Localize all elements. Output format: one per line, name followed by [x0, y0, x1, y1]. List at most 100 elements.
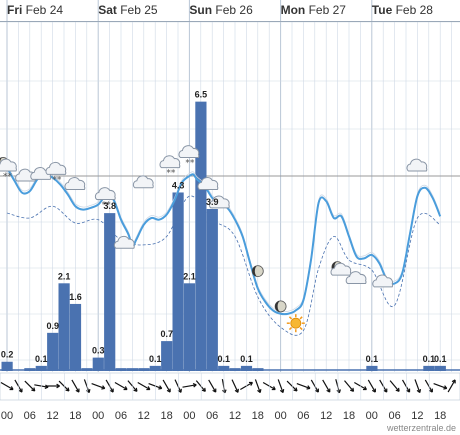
grid: [0, 0, 460, 372]
precip-value-label: 2.1: [58, 271, 71, 281]
cloud-snow-icon: **: [159, 155, 181, 179]
precip-bar: [81, 368, 93, 371]
x-tick-label: 12: [229, 410, 241, 422]
wind-arrow-icon: [286, 380, 298, 392]
x-tick-labels: 00 06 12 18 00 06 12 18 00 06 12 18 00 06 12 18 00 06 12 18: [1, 410, 446, 422]
cloud-icon: [406, 158, 428, 172]
x-tick-label: 00: [274, 410, 286, 422]
precip-value-label: 6.5: [195, 90, 208, 100]
svg-text:**: **: [166, 169, 176, 179]
precip-bar: [149, 365, 161, 371]
precip-bar: [252, 368, 264, 371]
wind-direction-row: [0, 372, 460, 401]
precip-bar: [47, 332, 59, 371]
precip-bar: [218, 365, 230, 371]
cloud-icon: [113, 235, 135, 249]
svg-text:**: **: [185, 159, 195, 169]
x-tick-label: 00: [366, 410, 378, 422]
precip-value-label: 4.3: [172, 180, 185, 190]
precip-bar: [183, 283, 196, 371]
precip-value-labels: 0.2 0.1 0.9 2.1 1.6 0.3 3.8 0.1 0.7 4.3 2.1 6.5 3.9 0…: [1, 90, 447, 364]
wind-arrow-icon: [414, 379, 422, 394]
precip-bar: [161, 341, 173, 371]
wind-arrow-icon: [296, 383, 311, 390]
wind-arrow-icon: [433, 383, 448, 390]
x-tick-label: 06: [24, 410, 36, 422]
precip-bar: [206, 208, 218, 371]
wind-arrow-icon: [262, 381, 276, 391]
precip-value-label: 3.9: [206, 197, 219, 207]
wind-arrow-icon: [114, 381, 128, 391]
wind-arrow-icon: [91, 383, 106, 390]
weather-icons: ** ** ** ** **: [0, 145, 428, 333]
sun-cloud-icon: [286, 314, 305, 333]
cloud-icon: [345, 271, 367, 285]
wind-arrow-icon: [105, 379, 114, 393]
wind-arrow-icon: [14, 379, 23, 393]
wind-arrow-icon: [208, 379, 217, 393]
x-tick-label: 18: [160, 410, 172, 422]
precip-bar: [138, 368, 150, 371]
precip-value-label: 0.1: [434, 354, 447, 364]
x-tick-label: 18: [69, 410, 81, 422]
wind-arrow-icon: [354, 381, 367, 391]
wind-arrow-icon: [71, 379, 80, 393]
day-header: Fri Feb 24 Sat Feb 25 Sun Feb 26 Mon Feb 27…: [7, 3, 433, 17]
precip-value-label: 0.2: [1, 350, 14, 360]
precip-value-label: 0.3: [92, 346, 105, 356]
wind-arrow-icon: [127, 380, 138, 392]
precip-bar: [423, 365, 435, 371]
x-tick-label: 00: [92, 410, 104, 422]
precip-bar: [240, 365, 253, 371]
precip-value-label: 0.1: [423, 354, 436, 364]
night-cloud-snow-icon: **: [0, 157, 17, 182]
precip-value-label: 2.1: [183, 271, 196, 281]
cloud-icon: [208, 195, 230, 209]
precip-bar: [1, 361, 13, 371]
precip-value-label: 0.7: [160, 329, 173, 339]
precip-value-label: 3.8: [103, 201, 116, 211]
precip-bar: [69, 303, 82, 371]
wind-arrow-icon: [148, 383, 163, 390]
precip-bar: [126, 368, 139, 371]
precip-bar: [35, 365, 47, 371]
wind-arrow-icon: [221, 379, 227, 394]
wind-arrow-icon: [322, 379, 331, 393]
wind-arrow-icon: [231, 379, 239, 393]
x-tick-label: 06: [206, 410, 218, 422]
cloud-icon: [197, 177, 219, 190]
night-cloud-icon: [330, 261, 352, 276]
wind-arrow-icon: [162, 379, 171, 393]
wind-arrow-icon: [0, 381, 14, 391]
wind-arrow-icon: [277, 379, 285, 394]
precip-bar: [366, 365, 378, 371]
wind-arrow-icon: [401, 379, 411, 393]
x-tick-label: 18: [252, 410, 264, 422]
x-tick-label: 18: [434, 410, 446, 422]
precip-value-label: 0.9: [46, 321, 59, 331]
wind-arrow-icon: [447, 379, 456, 393]
cloud-snow-icon: **: [45, 162, 67, 185]
credit-text: wetterzentrale.de: [386, 423, 456, 433]
precip-value-label: 0.1: [366, 354, 379, 364]
svg-text:**: **: [102, 201, 112, 211]
wind-arrow-icon: [379, 379, 388, 393]
x-tick-label: 00: [183, 410, 195, 422]
precip-bar: [24, 368, 36, 371]
wind-arrow-icon: [137, 381, 151, 391]
wind-arrow-icon: [240, 381, 253, 391]
precip-bar: [92, 357, 104, 371]
wind-arrow-icon: [367, 379, 376, 393]
wind-arrow-icon: [182, 382, 197, 388]
x-tick-label: 12: [320, 410, 332, 422]
x-tick-label: 12: [46, 410, 58, 422]
x-tick-label: 06: [297, 410, 309, 422]
precip-bar: [58, 283, 70, 371]
x-tick-label: 12: [411, 410, 423, 422]
precip-bar: [195, 101, 207, 372]
day-label: Sun Feb 26: [189, 3, 253, 17]
wind-arrow-icon: [389, 380, 400, 392]
precip-bar: [104, 213, 116, 371]
precip-value-label: 1.6: [69, 292, 82, 302]
